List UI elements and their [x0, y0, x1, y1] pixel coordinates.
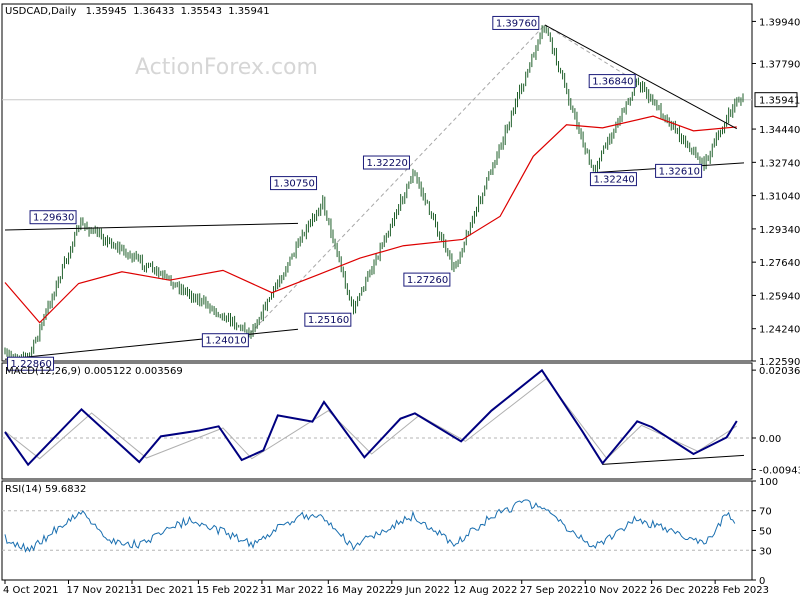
- current-price-tag-box: [754, 92, 798, 108]
- low-value: 1.35543: [181, 6, 222, 17]
- macd-title: MACD(12,26,9) 0.005122 0.003569: [5, 366, 183, 377]
- rsi-tick-label: 100: [759, 477, 778, 488]
- pivot-label-box: [304, 312, 352, 327]
- symbol-label: USDCAD,Daily 1.35945 1.36433 1.35543 1.3…: [5, 6, 270, 17]
- rsi-pane-frame: [1, 480, 753, 581]
- symbol-name: USDCAD,Daily: [5, 6, 76, 17]
- rsi-line: [4, 499, 736, 553]
- price-tick-label: 1.39940: [759, 17, 800, 28]
- macd-pane-frame: [1, 362, 753, 480]
- pivot-label-text: 1.32610: [659, 166, 700, 177]
- date-tick-label: 4 Oct 2021: [3, 585, 58, 596]
- pivot-label: 1.39760: [492, 15, 540, 30]
- price-pane-frame: [1, 3, 753, 362]
- date-tick-label: 31 Dec 2021: [130, 585, 194, 596]
- rsi-tick-label: 30: [759, 546, 772, 557]
- date-tick-label: 29 Jun 2022: [390, 585, 450, 596]
- price-tick-label: 1.31040: [759, 192, 800, 203]
- trendline-1: [4, 222, 299, 231]
- price-tick-label: 1.37790: [759, 60, 800, 71]
- pivot-label-text: 1.32240: [593, 175, 634, 186]
- pivot-label: 1.27260: [403, 272, 451, 287]
- pivot-label: 1.24010: [201, 333, 249, 348]
- pivot-label: 1.29630: [29, 210, 77, 225]
- high-value: 1.36433: [133, 6, 174, 17]
- macd-tick-label: 0.02036: [759, 366, 800, 377]
- pivot-label-box: [655, 163, 703, 178]
- macd-signal-line: [4, 377, 738, 460]
- pivot-label: 1.22860: [7, 356, 55, 371]
- pivot-label-box: [589, 172, 637, 187]
- rsi-title: RSI(14) 59.6832: [5, 484, 86, 495]
- pivot-label-box: [201, 333, 249, 348]
- date-tick-label: 27 Sep 2022: [520, 585, 583, 596]
- pivot-label-text: 1.36840: [592, 77, 633, 88]
- pivot-label-box: [492, 15, 540, 30]
- date-tick-label: 12 Aug 2022: [453, 585, 517, 596]
- close-value: 1.35941: [228, 6, 269, 17]
- macd-tick-label: -0.009438: [759, 465, 800, 476]
- current-price-tag: 1.35941: [759, 96, 800, 107]
- date-tick-label: 8 Feb 2023: [713, 585, 769, 596]
- dashed-resistance-line: [544, 24, 638, 83]
- pivot-label-box: [29, 210, 77, 225]
- date-tick-label: 26 Dec 2022: [650, 585, 714, 596]
- price-tick-label: 1.34440: [759, 125, 800, 136]
- pivot-label-text: 1.30750: [274, 179, 315, 190]
- date-tick-label: 16 May 2022: [326, 585, 391, 596]
- pivot-label: 1.32610: [655, 163, 703, 178]
- pivot-label: 1.36840: [588, 74, 636, 89]
- price-tick-label: 1.25940: [759, 291, 800, 302]
- date-tick-label: 17 Nov 2021: [67, 585, 131, 596]
- pivot-label-box: [270, 176, 318, 191]
- price-tick-label: 1.29340: [759, 225, 800, 236]
- pivot-label-text: 1.39760: [496, 18, 537, 29]
- pivot-label-text: 1.32220: [366, 158, 407, 169]
- pivot-label-text: 1.27260: [407, 275, 448, 286]
- rsi-tick-label: 70: [759, 507, 772, 518]
- pivot-label-text: 1.29630: [33, 213, 74, 224]
- date-tick-label: 10 Nov 2022: [583, 585, 647, 596]
- pivot-label-box: [588, 74, 636, 89]
- price-tick-label: 1.32740: [759, 158, 800, 169]
- macd-trendline-1: [602, 454, 745, 465]
- pivot-label-text: 1.22860: [11, 359, 52, 370]
- moving-average-line: [4, 115, 737, 324]
- trendline-2: [4, 328, 299, 360]
- pivot-label-box: [403, 272, 451, 287]
- macd-tick-label: 0.00: [759, 434, 781, 445]
- rsi-tick-label: 0: [759, 576, 765, 587]
- trendline-3: [544, 24, 738, 130]
- pivot-label-text: 1.25160: [308, 315, 349, 326]
- pivot-label-box: [362, 155, 410, 170]
- pivot-label-text: 1.24010: [205, 336, 246, 347]
- rsi-tick-label: 50: [759, 527, 772, 538]
- pivot-label: 1.32220: [362, 155, 410, 170]
- pivot-label: 1.25160: [304, 312, 352, 327]
- price-tick-label: 1.22590: [759, 357, 800, 368]
- pivot-label: 1.32240: [589, 172, 637, 187]
- watermark: ActionForex.com: [135, 55, 318, 80]
- pivot-label-box: [7, 356, 55, 371]
- macd-line: [4, 368, 738, 467]
- date-tick-label: 15 Feb 2022: [196, 585, 258, 596]
- pivot-label: 1.30750: [270, 176, 318, 191]
- open-value: 1.35945: [86, 6, 127, 17]
- price-tick-label: 1.27640: [759, 258, 800, 269]
- date-tick-label: 31 Mar 2022: [260, 585, 323, 596]
- price-tick-label: 1.24240: [759, 325, 800, 336]
